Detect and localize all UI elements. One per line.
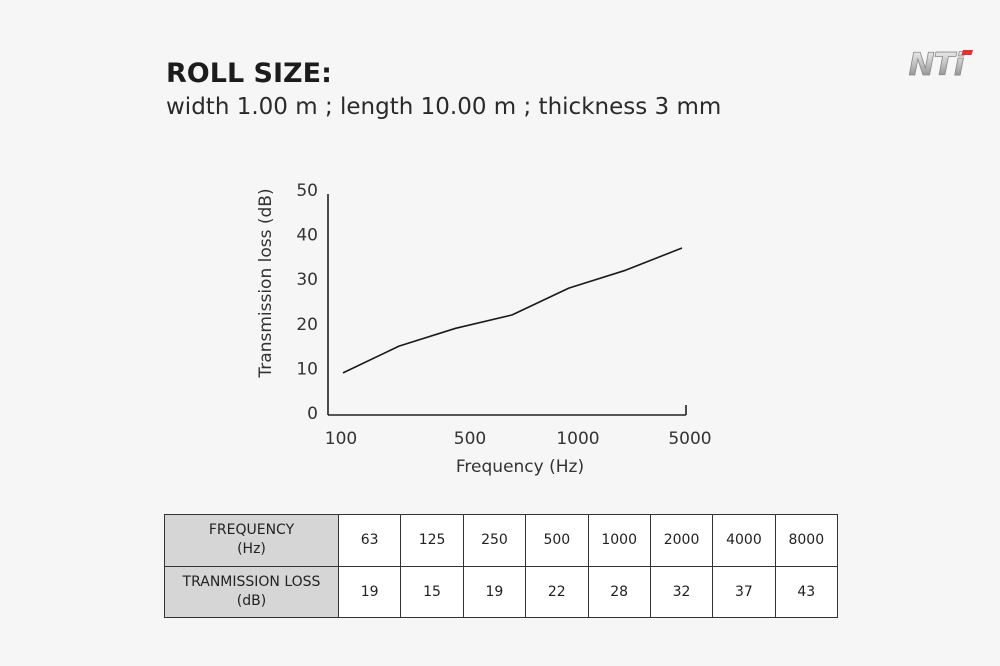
brand-logo: NTi bbox=[908, 47, 974, 83]
specification-table: FREQUENCY (Hz) 63 125 250 500 1000 2000 … bbox=[164, 514, 839, 618]
frequency-row: FREQUENCY (Hz) 63 125 250 500 1000 2000 … bbox=[164, 514, 839, 567]
loss-cell: 15 bbox=[400, 565, 464, 618]
transmission-loss-label: TRANMISSION LOSS bbox=[182, 573, 321, 590]
frequency-cell: 125 bbox=[400, 514, 464, 567]
frequency-cell: 4000 bbox=[712, 514, 776, 567]
svg-text:NTi: NTi bbox=[909, 47, 965, 83]
x-tick-label: 5000 bbox=[668, 429, 711, 449]
loss-cell: 32 bbox=[649, 565, 714, 618]
frequency-unit: (Hz) bbox=[237, 541, 266, 558]
roll-size-title: ROLL SIZE: bbox=[166, 58, 332, 89]
y-tick-label: 30 bbox=[296, 270, 318, 290]
loss-cell: 19 bbox=[462, 565, 527, 618]
frequency-label: FREQUENCY bbox=[208, 522, 295, 539]
y-tick-label: 20 bbox=[296, 315, 318, 335]
transmission-loss-chart: 0 10 20 30 40 50 100 500 1000 5000 Transmission … bbox=[256, 181, 712, 477]
x-tick-label: 1000 bbox=[556, 429, 599, 449]
frequency-cell: 8000 bbox=[774, 514, 839, 567]
y-tick-label: 50 bbox=[296, 181, 318, 201]
frequency-row-header: FREQUENCY (Hz) bbox=[164, 514, 339, 567]
transmission-loss-row: TRANMISSION LOSS (dB) 19 15 19 22 28 32 … bbox=[164, 565, 839, 618]
y-tick-label: 40 bbox=[296, 226, 318, 246]
frequency-cell: 2000 bbox=[649, 514, 714, 567]
y-tick-label: 0 bbox=[307, 404, 318, 424]
series-line bbox=[342, 247, 683, 374]
transmission-loss-row-header: TRANMISSION LOSS (dB) bbox=[164, 565, 339, 618]
roll-size-dimensions: width 1.00 m ; length 10.00 m ; thicknes… bbox=[166, 94, 722, 120]
x-tick-label: 100 bbox=[325, 429, 357, 449]
y-tick-label: 10 bbox=[296, 359, 318, 379]
loss-cell: 22 bbox=[525, 565, 589, 618]
loss-cell: 37 bbox=[712, 565, 776, 618]
x-tick-label: 500 bbox=[454, 429, 486, 449]
frequency-cell: 1000 bbox=[587, 514, 651, 567]
frequency-cell: 500 bbox=[525, 514, 589, 567]
y-axis-label: Transmission loss (dB) bbox=[256, 188, 276, 378]
frequency-cell: 250 bbox=[462, 514, 527, 567]
loss-cell: 43 bbox=[774, 565, 839, 618]
transmission-loss-unit: (dB) bbox=[236, 592, 267, 609]
x-axis-label: Frequency (Hz) bbox=[456, 457, 584, 477]
loss-cell: 28 bbox=[587, 565, 651, 618]
loss-cell: 19 bbox=[337, 565, 402, 618]
frequency-cell: 63 bbox=[337, 514, 402, 567]
